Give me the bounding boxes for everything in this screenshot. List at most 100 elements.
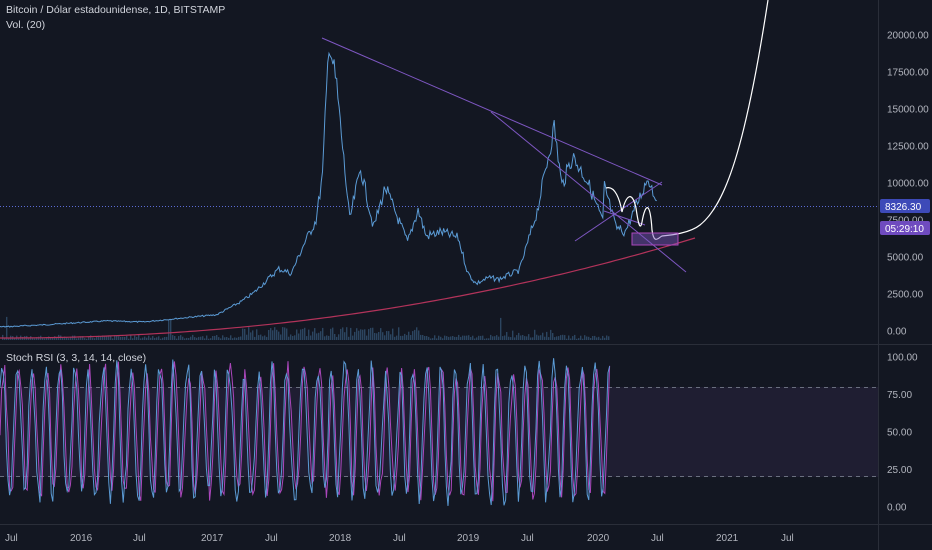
price-tick-label: 17500.00: [887, 68, 929, 79]
volume-bar: [570, 338, 572, 340]
price-tick-label: 12500.00: [887, 142, 929, 153]
volume-bar: [342, 327, 344, 340]
volume-bar: [90, 335, 92, 340]
volume-bar: [162, 337, 164, 340]
volume-bar: [144, 336, 146, 340]
volume-bar: [108, 335, 110, 340]
volume-bar: [224, 337, 226, 340]
volume-bar: [152, 336, 154, 340]
volume-bar: [572, 336, 574, 340]
volume-bar: [238, 336, 240, 340]
stoch-rsi-legend[interactable]: Stoch RSI (3, 3, 14, 14, close): [6, 352, 147, 364]
volume-bar: [598, 336, 600, 340]
volume-bar: [292, 336, 294, 340]
volume-bar: [252, 330, 254, 340]
time-tick-label: Jul: [781, 533, 794, 544]
volume-bar: [300, 329, 302, 340]
volume-bar: [272, 330, 274, 340]
volume-bar: [222, 335, 224, 340]
volume-bar: [556, 336, 558, 340]
volume-bar: [388, 331, 390, 340]
volume-bar: [468, 335, 470, 340]
volume-bar: [264, 335, 266, 340]
volume-bar: [76, 338, 78, 340]
price-tick-label: 2500.00: [887, 290, 924, 301]
symbol-legend[interactable]: Bitcoin / Dólar estadounidense, 1D, BITS…: [6, 4, 226, 16]
volume-bar: [452, 336, 454, 340]
volume-bar: [6, 316, 8, 340]
time-tick-label: Jul: [5, 533, 18, 544]
volume-bar: [198, 336, 200, 340]
volume-bar: [478, 335, 480, 340]
volume-bar: [28, 338, 30, 340]
volume-bar: [242, 328, 244, 340]
volume-bar: [172, 335, 174, 340]
volume-bar: [532, 337, 534, 340]
projection-path[interactable]: [605, 0, 769, 240]
volume-bar: [420, 334, 422, 340]
volume-bar: [282, 327, 284, 340]
volume-bar: [68, 338, 70, 340]
price-tick-label: 0.00: [887, 327, 907, 338]
volume-bar: [140, 338, 142, 340]
volume-bar: [534, 329, 536, 340]
volume-bar: [142, 337, 144, 340]
volume-bar: [558, 336, 560, 340]
volume-bar: [406, 335, 408, 340]
volume-bar: [602, 335, 604, 340]
volume-bar: [182, 336, 184, 340]
time-axis[interactable]: Jul 2016 Jul 2017 Jul 2018 Jul 2019 Jul 2020 Jul 20…: [5, 533, 794, 544]
countdown-label-bg: [880, 221, 930, 235]
volume-bar: [450, 336, 452, 340]
volume-bar: [32, 338, 34, 340]
volume-bar: [372, 327, 374, 340]
volume-bar: [150, 337, 152, 340]
volume-bar: [310, 335, 312, 340]
support-curve[interactable]: [0, 237, 696, 339]
stoch-rsi-axis[interactable]: 0.00 25.00 50.00 75.00 100.00: [887, 353, 918, 514]
volume-bar: [504, 335, 506, 340]
volume-bar: [312, 331, 314, 340]
volume-bar: [398, 327, 400, 340]
volume-bar: [526, 336, 528, 340]
volume-bar: [286, 328, 288, 340]
volume-bar: [316, 333, 318, 340]
volume-bar: [290, 334, 292, 340]
volume-bar: [306, 336, 308, 340]
volume-bar: [346, 327, 348, 340]
volume-bar: [340, 328, 342, 340]
volume-bar: [600, 338, 602, 340]
volume-bar: [270, 328, 272, 340]
volume-bar: [576, 338, 578, 340]
trendline-support-2019[interactable]: [574, 181, 663, 242]
volume-bar: [322, 327, 324, 340]
volume-bar: [194, 337, 196, 340]
stoch-rsi-tick-label: 100.00: [887, 353, 918, 364]
volume-bar: [176, 338, 178, 340]
volume-bar: [18, 338, 20, 340]
price-axis[interactable]: 0.002500.005000.007500.0010000.0012500.0…: [887, 31, 929, 338]
volume-bar: [376, 333, 378, 340]
volume-bar: [278, 331, 280, 340]
volume-bar: [552, 333, 554, 340]
volume-legend[interactable]: Vol. (20): [6, 19, 46, 31]
volume-bar: [392, 328, 394, 340]
time-tick-label: 2019: [457, 533, 480, 544]
volume-bar: [426, 336, 428, 340]
volume-bar: [168, 319, 170, 340]
trendline-resistance-main[interactable]: [321, 37, 663, 186]
volume-bar: [472, 335, 474, 340]
stoch-rsi-tick-label: 0.00: [887, 503, 907, 514]
target-zone-box[interactable]: [631, 232, 679, 246]
volume-bar: [542, 332, 544, 340]
volume-bar: [352, 335, 354, 340]
volume-bar: [344, 332, 346, 340]
volume-bar: [254, 336, 256, 340]
volume-bar: [78, 337, 80, 340]
volume-bar: [522, 335, 524, 340]
volume-bar: [160, 338, 162, 340]
volume-bar: [246, 334, 248, 340]
volume-bar: [256, 329, 258, 340]
volume-bar: [98, 335, 100, 340]
